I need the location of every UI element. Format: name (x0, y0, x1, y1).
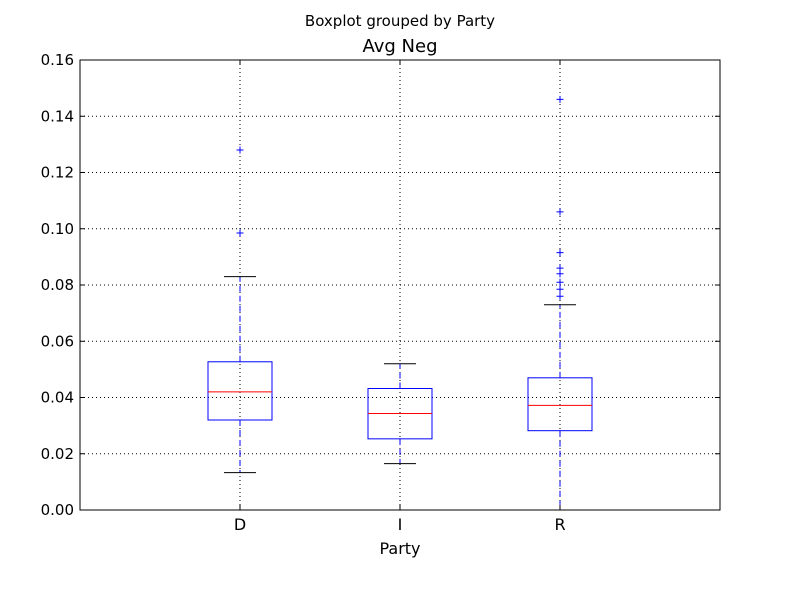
box-R (527, 95, 593, 511)
outlier-marker (556, 208, 564, 216)
y-tick-label: 0.02 (41, 445, 74, 463)
x-tick-label: I (398, 515, 403, 534)
y-tick-label: 0.00 (41, 501, 74, 519)
outlier-marker (236, 146, 244, 154)
outlier-marker (556, 95, 564, 103)
outlier-marker (556, 278, 564, 286)
outlier-marker (556, 249, 564, 257)
x-tick-label: R (554, 515, 565, 534)
outlier-marker (556, 292, 564, 300)
y-tick-label: 0.08 (41, 276, 74, 294)
y-tick-label: 0.16 (41, 51, 74, 69)
y-tick-label: 0.14 (41, 107, 74, 125)
y-tick-label: 0.06 (41, 332, 74, 350)
outlier-marker (236, 229, 244, 237)
y-tick-label: 0.10 (41, 220, 74, 238)
iqr-box (207, 361, 273, 421)
box-I (367, 363, 433, 465)
y-tick-label: 0.04 (41, 389, 74, 407)
tick-layer: 0.00 0.02 0.04 0.06 0.08 0.10 0.12 0.14 0.16 D I R (41, 51, 720, 534)
x-tick-label: D (234, 515, 246, 534)
outlier-marker (556, 285, 564, 293)
box-layer (207, 95, 593, 511)
outlier-marker (556, 264, 564, 272)
iqr-box (527, 377, 593, 432)
chart-title: Avg Neg (362, 36, 437, 57)
x-axis-label: Party (379, 539, 420, 558)
chart-suptitle: Boxplot grouped by Party (305, 12, 495, 30)
box-D (207, 146, 273, 474)
y-tick-label: 0.12 (41, 164, 74, 182)
